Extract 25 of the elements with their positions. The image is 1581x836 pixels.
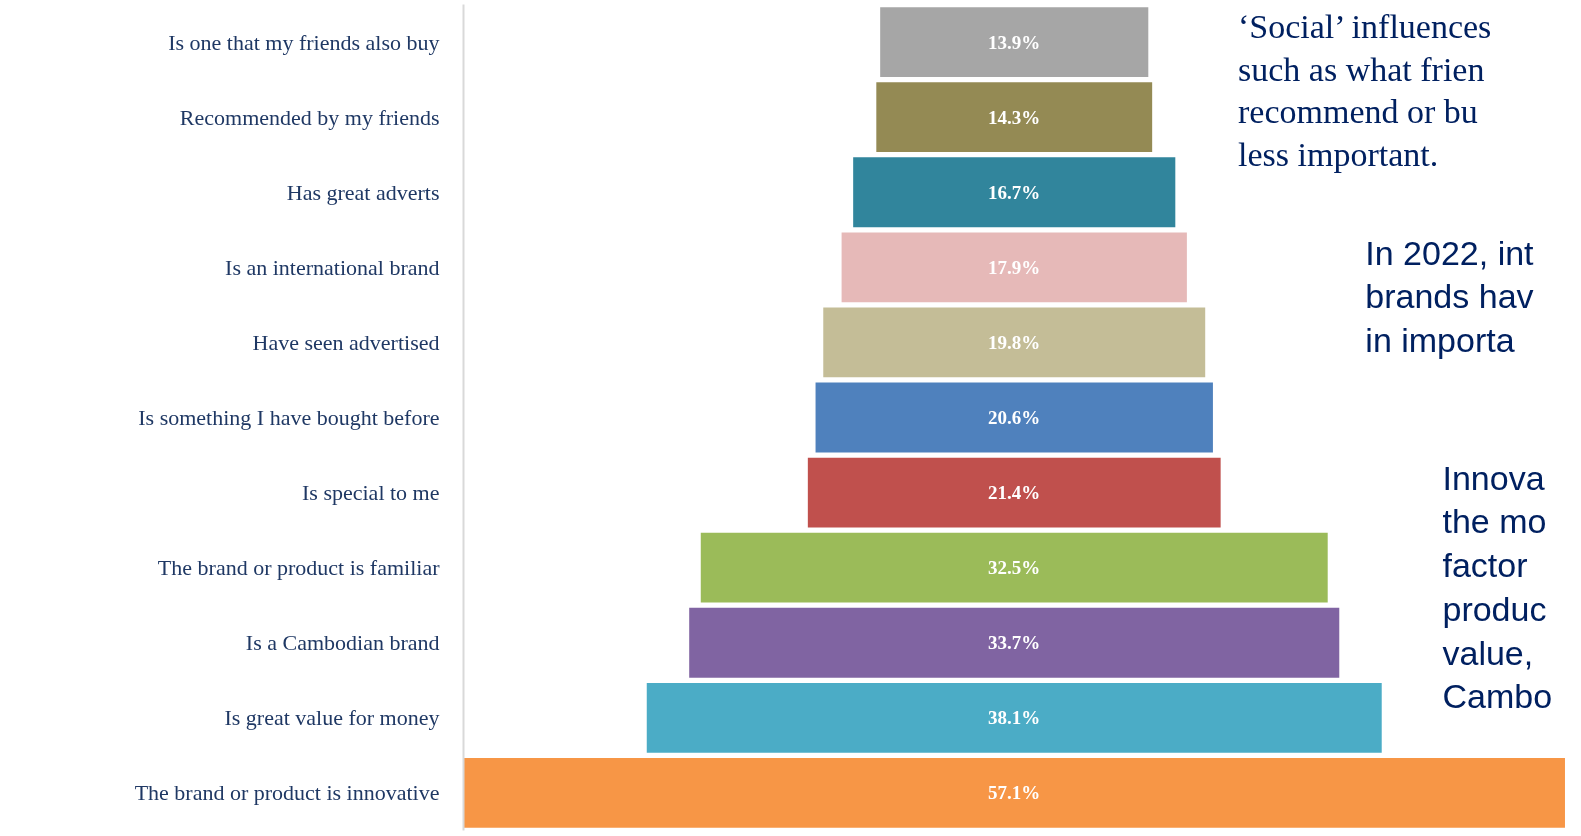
data-label: 17.9% xyxy=(988,256,1041,278)
data-label: 19.8% xyxy=(988,331,1041,353)
data-label: 38.1% xyxy=(988,707,1041,729)
text: In 2022, int brands hav in importa xyxy=(1365,233,1535,359)
category-label: The brand or product is familiar xyxy=(157,555,441,581)
data-label: 32.5% xyxy=(988,557,1041,579)
data-label: 13.9% xyxy=(988,31,1041,53)
data-label: 20.6% xyxy=(988,407,1041,428)
category-label: Is something I have bought before xyxy=(138,405,440,430)
data-label: 33.7% xyxy=(988,632,1041,654)
text: ‘Social’ influences such as what frien recommend or bu less important. xyxy=(1238,8,1492,173)
data-label: 14.3% xyxy=(988,106,1041,128)
category-label: Has great adverts xyxy=(286,179,440,205)
data-label: 16.7% xyxy=(988,181,1041,203)
category-label: Is special to me xyxy=(302,480,440,506)
text: Innova the mo factor produc value, Cambo xyxy=(1442,458,1553,716)
category-label: The brand or product is innovative xyxy=(134,780,440,806)
category-label: Is great value for money xyxy=(224,705,440,731)
category-label: Is one that my friends also buy xyxy=(168,29,440,55)
category-label: Recommended by my friends xyxy=(179,104,440,130)
data-label: 21.4% xyxy=(988,482,1041,504)
category-label: Have seen advertised xyxy=(252,329,440,355)
category-label: Is an international brand xyxy=(225,254,440,280)
data-label: 57.1% xyxy=(988,782,1041,804)
category-label: Is a Cambodian brand xyxy=(245,630,440,656)
